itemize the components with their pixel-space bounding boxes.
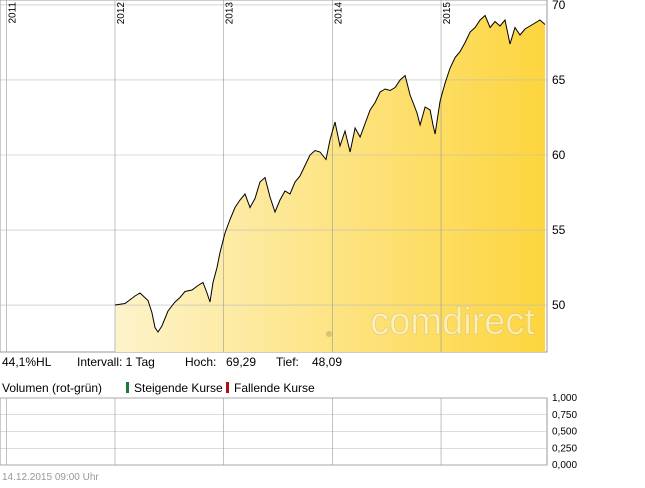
y-tick-label: 0,000 [552,460,577,471]
info-interval: Intervall: 1 Tag [77,355,155,369]
info-range: 44,1%HL [2,355,52,369]
info-low-label: Tief: [276,355,299,369]
y-tick-label: 70 [552,0,566,12]
watermark-dot [326,331,332,337]
x-tick-label: 2012 [116,2,127,25]
volume-title: Volumen (rot-grün) [2,381,102,395]
footer: 14.12.2015 09:00 Uhr [2,472,99,483]
x-tick-label: 2014 [333,2,344,25]
legend-swatch [126,382,129,393]
legend-label: Fallende Kurse [234,381,315,395]
panel: comdirect 50 55 60 65 70 2011 2012 2013 2014 2015 [0,0,566,353]
price-line [114,14,546,333]
info-high-label: Hoch: [185,355,216,369]
legend-swatch [226,382,229,393]
y-tick-label: 0,500 [552,427,577,438]
watermark: comdirect [370,301,535,343]
info-low: 48,09 [312,355,342,369]
y-tick-label: 0,250 [552,443,577,454]
legend-label: Steigende Kurse [134,381,223,395]
x-tick-label: 2015 [442,2,453,25]
x-tick-label: 2013 [225,2,236,25]
y-tick-label: 1,000 [552,393,577,404]
y-tick-label: 60 [552,148,566,162]
panel: 1,000 0,750 0,500 0,250 0,000 Steigende Kurse… [0,381,577,471]
y-tick-label: 50 [552,298,566,312]
y-tick-label: 65 [552,73,566,87]
info-high: 69,29 [226,355,256,369]
x-tick-label: 2011 [7,2,18,24]
y-tick-label: 0,750 [552,410,577,421]
area [114,15,546,352]
y-tick-label: 55 [552,223,566,237]
